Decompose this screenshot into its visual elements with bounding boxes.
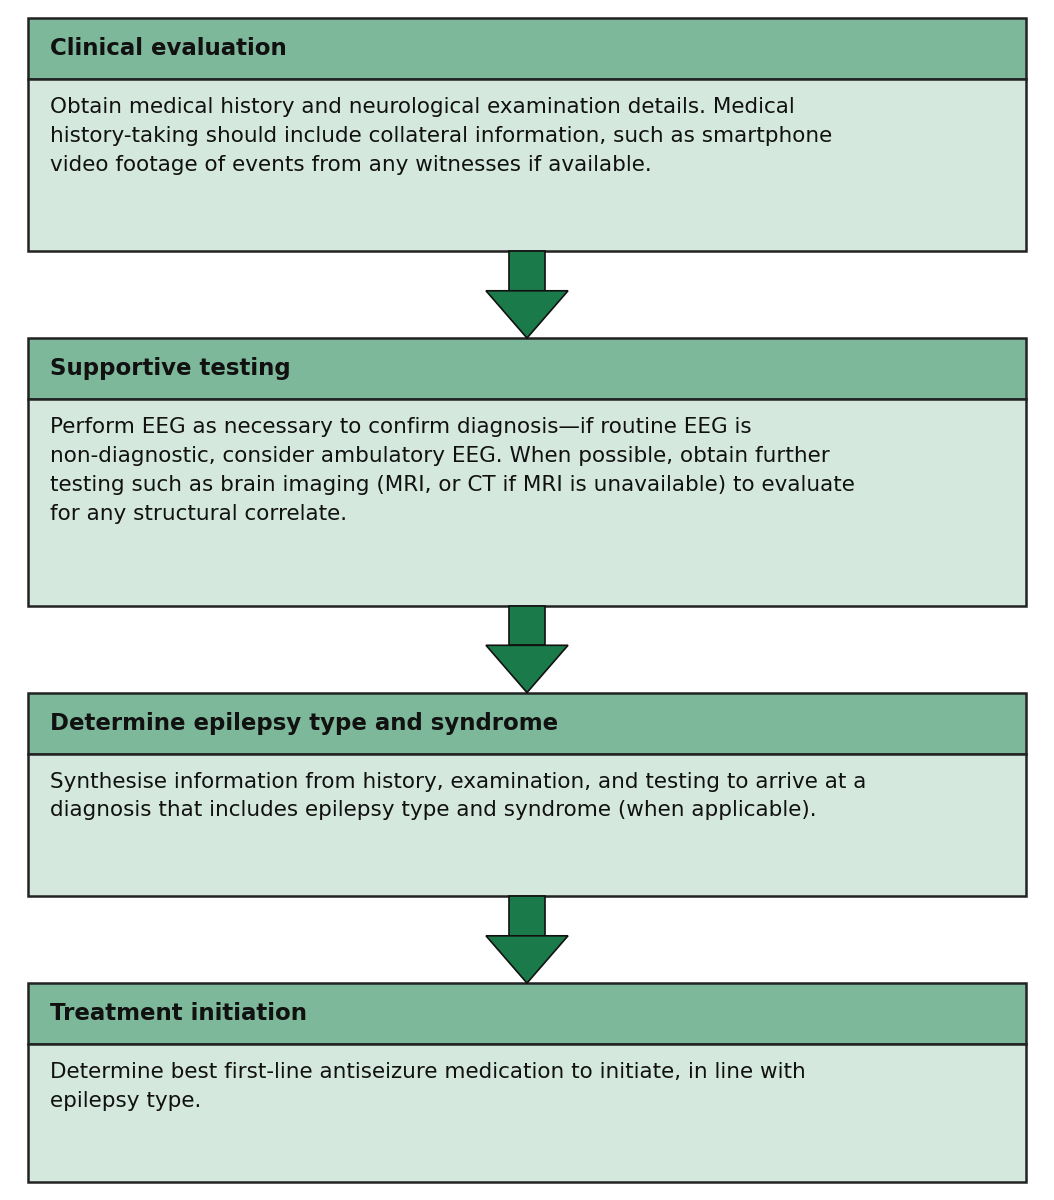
- Bar: [28, 338, 1026, 400]
- Text: Supportive testing: Supportive testing: [50, 358, 291, 380]
- Bar: [509, 251, 545, 290]
- Text: Clinical evaluation: Clinical evaluation: [50, 37, 287, 60]
- Text: Obtain medical history and neurological examination details. Medical
history-tak: Obtain medical history and neurological …: [50, 97, 833, 175]
- Bar: [28, 400, 1026, 606]
- Text: Synthesise information from history, examination, and testing to arrive at a
dia: Synthesise information from history, exa…: [50, 772, 866, 821]
- Bar: [28, 18, 1026, 79]
- Bar: [28, 983, 1026, 1044]
- Text: Treatment initiation: Treatment initiation: [50, 1002, 307, 1025]
- Bar: [28, 692, 1026, 754]
- Bar: [28, 79, 1026, 251]
- Polygon shape: [486, 936, 568, 983]
- Bar: [28, 1044, 1026, 1182]
- Text: Determine epilepsy type and syndrome: Determine epilepsy type and syndrome: [50, 712, 559, 734]
- Bar: [509, 606, 545, 646]
- Text: Perform EEG as necessary to confirm diagnosis—if routine EEG is
non-diagnostic, : Perform EEG as necessary to confirm diag…: [50, 418, 855, 523]
- Text: Determine best first-line antiseizure medication to initiate, in line with
epile: Determine best first-line antiseizure me…: [50, 1062, 805, 1111]
- Bar: [28, 754, 1026, 896]
- Polygon shape: [486, 290, 568, 338]
- Polygon shape: [486, 646, 568, 692]
- Bar: [509, 896, 545, 936]
